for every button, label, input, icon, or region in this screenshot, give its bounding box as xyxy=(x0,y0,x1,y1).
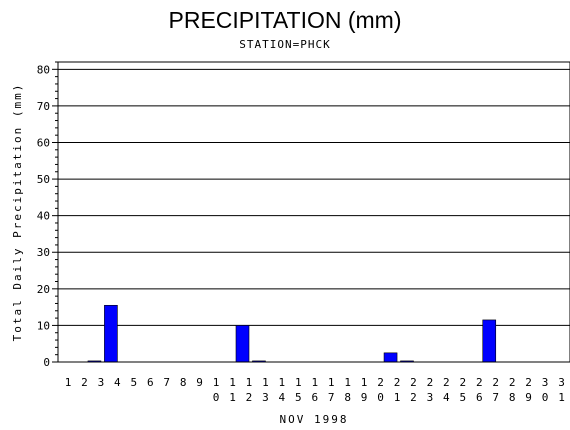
bar-day-3 xyxy=(104,304,118,363)
x-tick-label: 1 xyxy=(65,376,72,389)
x-tick-label: 8 xyxy=(180,376,187,389)
x-tick-label: 6 xyxy=(147,376,154,389)
y-tick-label: 40 xyxy=(37,210,50,223)
x-tick-label: 4 xyxy=(114,376,121,389)
y-tick-label: 60 xyxy=(37,136,50,149)
chart-title: PRECIPITATION (mm) xyxy=(169,7,402,33)
y-tick-label: 20 xyxy=(37,283,50,296)
x-tick-label: 7 xyxy=(163,376,170,389)
x-axis-label: NOV 1998 xyxy=(280,413,349,426)
x-tick-label: 3 xyxy=(98,376,105,389)
chart-subtitle: STATION=PHCK xyxy=(239,38,330,51)
y-axis-ticks: 0 10 20 30 40 50 60 70 80 xyxy=(37,61,58,369)
y-tick-label: 70 xyxy=(37,100,50,113)
bar-day-11 xyxy=(235,325,250,363)
y-axis-label: Total Daily Precipitation (mm) xyxy=(11,83,24,342)
x-tick-label: 5 xyxy=(130,376,137,389)
bar-day-20 xyxy=(383,352,398,363)
x-tick-label: 2 xyxy=(81,376,88,389)
y-tick-label: 30 xyxy=(37,246,50,259)
plot-frame xyxy=(57,61,570,363)
y-tick-label: 10 xyxy=(37,319,50,332)
x-axis-ticks: 1 2 3 4 5 6 7 8 9 1 01 11 21 31 41 51 61 71 81 92 02 12 22 32 42… xyxy=(65,376,565,404)
y-tick-label: 0 xyxy=(43,356,50,369)
x-tick-label: 9 xyxy=(196,376,203,389)
grid-lines xyxy=(58,68,570,326)
y-tick-label: 80 xyxy=(37,63,50,76)
y-tick-label: 50 xyxy=(37,173,50,186)
bar-day-26 xyxy=(482,319,497,363)
bars xyxy=(87,304,497,363)
